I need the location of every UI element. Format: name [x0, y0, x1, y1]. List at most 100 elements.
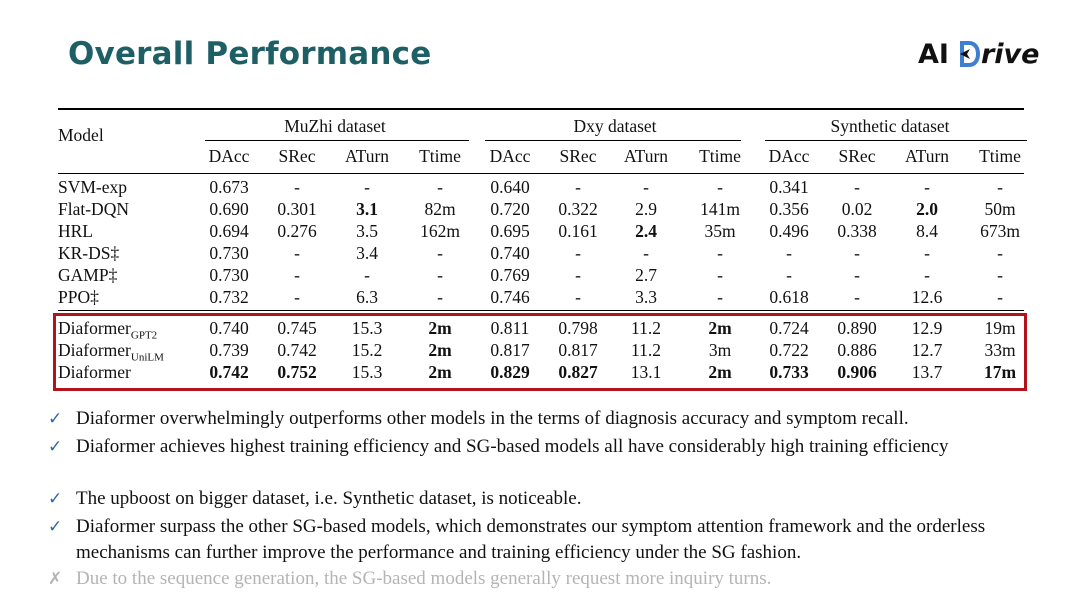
- table-cell: 2.4: [635, 221, 657, 241]
- table-cell: 0.827: [558, 362, 598, 382]
- dxy-group-line: [485, 140, 741, 141]
- table-cell: 0.829: [490, 362, 530, 382]
- table-cell: 2m: [708, 318, 732, 338]
- table-cell: 0.161: [558, 221, 598, 241]
- table-cell: 0.752: [277, 362, 317, 382]
- model-name: GAMP‡: [58, 265, 117, 285]
- logo-prefix: AI: [918, 38, 949, 70]
- table-cell: 2m: [708, 362, 732, 382]
- check-icon: ✓: [48, 409, 63, 429]
- table-cell: 0.341: [769, 177, 809, 197]
- slide-title: Overall Performance: [68, 36, 432, 72]
- metric-column-header: SRec: [278, 146, 316, 166]
- table-cell: 0.742: [277, 340, 317, 360]
- table-cell: 3.4: [356, 243, 378, 263]
- table-cell: -: [437, 265, 443, 285]
- table-cell: 0.817: [558, 340, 598, 360]
- table-cell: 162m: [420, 221, 460, 241]
- table-cell: -: [437, 177, 443, 197]
- table-cell: 50m: [984, 199, 1016, 219]
- table-cell: 12.7: [911, 340, 943, 360]
- model-name: Diaformer: [58, 362, 131, 382]
- table-header-rule: [58, 173, 1024, 174]
- table-cell: -: [786, 243, 792, 263]
- table-cell: -: [575, 243, 581, 263]
- table-cell: 0.811: [490, 318, 530, 338]
- table-cell: -: [717, 177, 723, 197]
- model-name-text: Diaformer: [58, 318, 131, 338]
- model-column-header: Model: [58, 125, 104, 145]
- finding-text: Due to the sequence generation, the SG-b…: [76, 568, 772, 589]
- table-cell: -: [575, 265, 581, 285]
- model-name-text: GAMP‡: [58, 265, 118, 285]
- table-cell: 3.1: [356, 199, 378, 219]
- table-cell: 19m: [984, 318, 1016, 338]
- table-cell: 82m: [424, 199, 456, 219]
- table-cell: 0.906: [837, 362, 877, 382]
- table-cell: -: [997, 243, 1003, 263]
- table-cell: 2m: [428, 362, 452, 382]
- table-cell: -: [854, 265, 860, 285]
- table-cell: 0.356: [769, 199, 809, 219]
- table-cell: -: [294, 265, 300, 285]
- table-cell: 0.732: [209, 287, 249, 307]
- table-cell: 2m: [428, 318, 452, 338]
- finding-text: Diaformer overwhelmingly outperforms oth…: [76, 408, 909, 429]
- table-cell: 11.2: [631, 340, 661, 360]
- table-cell: -: [717, 265, 723, 285]
- table-cell: 0.722: [769, 340, 809, 360]
- table-cell: -: [854, 287, 860, 307]
- model-name-text: KR-DS‡: [58, 243, 120, 263]
- table-cell: 0.301: [277, 199, 317, 219]
- table-cell: -: [717, 287, 723, 307]
- finding-bullet: ✓ The upboost on bigger dataset, i.e. Syn…: [48, 486, 1068, 512]
- table-cell: 13.7: [911, 362, 943, 382]
- table-cell: -: [997, 287, 1003, 307]
- metric-column-header: Ttime: [419, 146, 461, 166]
- table-cell: 141m: [700, 199, 740, 219]
- table-cell: 0.746: [490, 287, 530, 307]
- table-cell: -: [643, 177, 649, 197]
- model-name-subscript: GPT2: [130, 329, 158, 342]
- table-cell: 2.7: [635, 265, 657, 285]
- metric-column-header: SRec: [559, 146, 597, 166]
- table-cell: -: [924, 265, 930, 285]
- table-cell: 0.694: [209, 221, 249, 241]
- table-cell: -: [437, 287, 443, 307]
- table-cell: 0.02: [841, 199, 873, 219]
- model-name-text: SVM-exp: [58, 177, 128, 197]
- model-name-text: Diaformer: [58, 340, 131, 360]
- synthetic-group-line: [765, 140, 1027, 141]
- model-name: DiaformerGPT2: [58, 318, 157, 346]
- table-cell: 0.886: [837, 340, 877, 360]
- table-cell: -: [717, 243, 723, 263]
- table-cell: -: [437, 243, 443, 263]
- model-name: DiaformerUniLM: [58, 340, 164, 368]
- model-name: Flat-DQN: [58, 199, 129, 219]
- table-cell: 0.740: [490, 243, 530, 263]
- model-name-subscript: UniLM: [130, 351, 164, 364]
- model-name-text: Diaformer: [58, 362, 131, 382]
- table-cell: 2.0: [916, 199, 938, 219]
- table-cell: -: [997, 177, 1003, 197]
- table-cell: -: [364, 265, 370, 285]
- table-cell: 6.3: [356, 287, 378, 307]
- table-cell: 17m: [983, 362, 1017, 382]
- table-cell: 0.673: [209, 177, 249, 197]
- table-cell: 13.1: [630, 362, 662, 382]
- table-cell: 673m: [980, 221, 1020, 241]
- table-group-rule: [58, 310, 1024, 311]
- metric-column-header: ATurn: [623, 146, 669, 166]
- table-cell: 0.769: [490, 265, 530, 285]
- table-cell: 0.695: [490, 221, 530, 241]
- finding-bullet: ✓ Diaformer achieves highest training eff…: [48, 434, 1068, 460]
- table-cell: 0.690: [209, 199, 249, 219]
- table-cell: 12.9: [911, 318, 943, 338]
- table-cell: -: [924, 177, 930, 197]
- table-cell: 3.5: [356, 221, 378, 241]
- metric-column-header: DAcc: [489, 146, 531, 166]
- cross-icon: ✗: [48, 569, 63, 589]
- logo-suffix: rive: [980, 38, 1040, 70]
- model-name: SVM-exp: [58, 177, 127, 197]
- table-cell: -: [854, 177, 860, 197]
